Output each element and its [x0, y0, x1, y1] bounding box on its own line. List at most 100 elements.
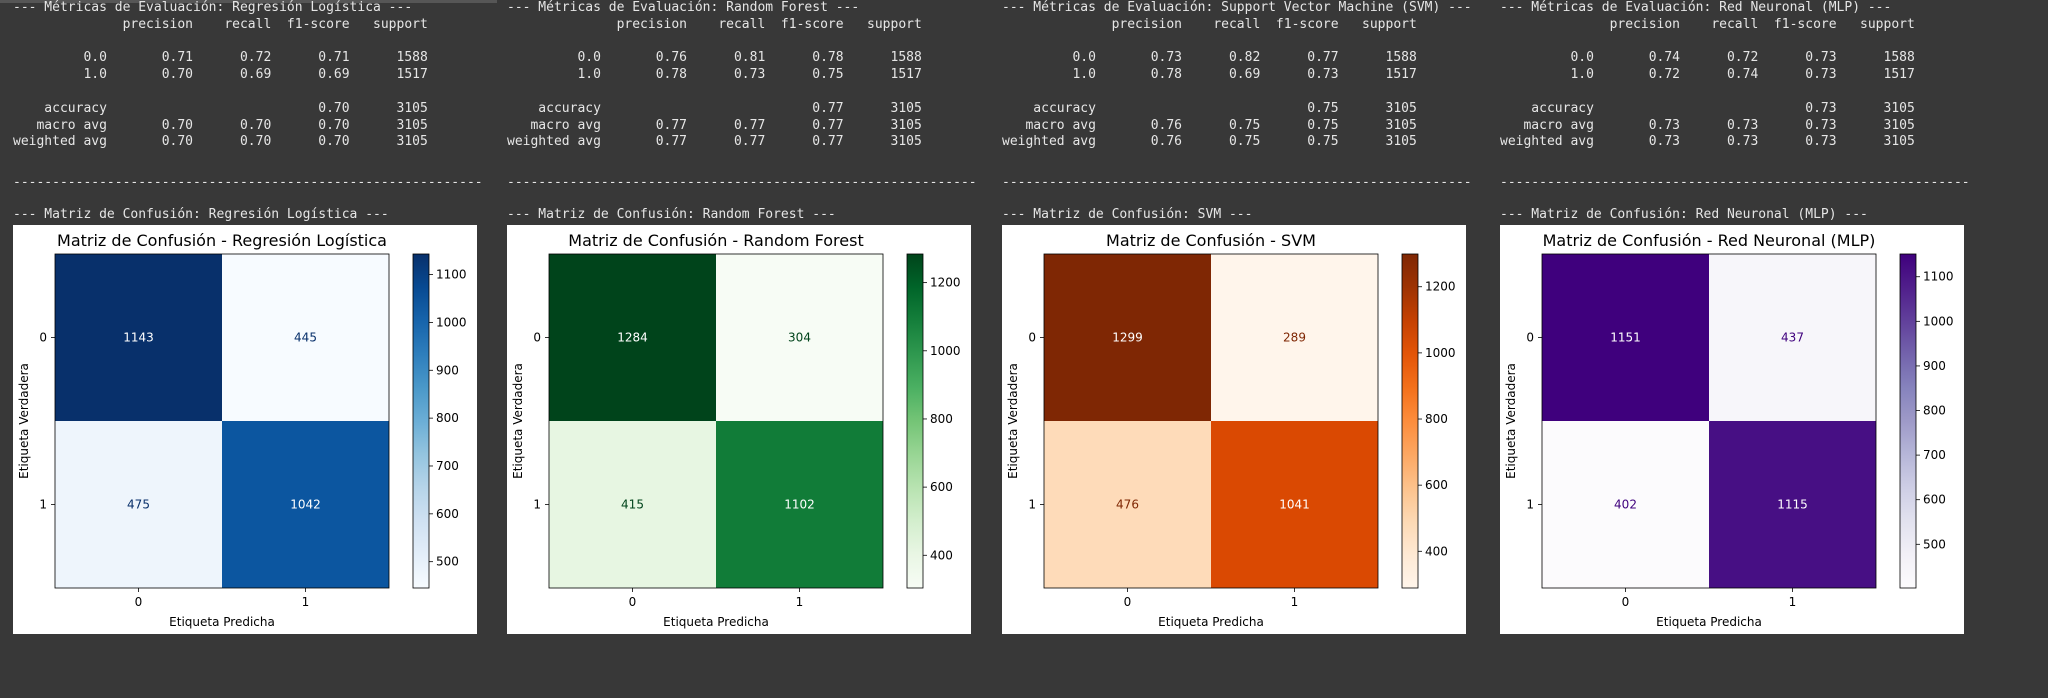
cell-value-label: 289 [1283, 331, 1306, 345]
cell-value-label: 437 [1781, 331, 1804, 345]
colorbar [906, 253, 924, 589]
axes-frame [54, 253, 390, 589]
y-tick-label: 1 [1526, 498, 1534, 512]
confusion-matrix-heatmap: Matriz de Confusión - Red Neuronal (MLP)… [1504, 231, 1954, 629]
x-axis-label: Etiqueta Predicha [1656, 615, 1762, 629]
heatmap-cell [1709, 254, 1876, 421]
confusion-matrix-header: --- Matriz de Confusión: Red Neuronal (M… [1500, 207, 1868, 222]
confusion-matrix-header: --- Matriz de Confusión: Random Forest -… [507, 207, 836, 222]
x-tick-label: 1 [1789, 595, 1797, 609]
confusion-matrix-figure: Matriz de Confusión - Red Neuronal (MLP)… [1500, 225, 1964, 634]
y-tick-label: 1 [533, 498, 541, 512]
heatmap-cell [1542, 254, 1709, 421]
colorbar-tick-label: 800 [1425, 412, 1448, 426]
axes-frame [1043, 253, 1379, 589]
y-tick-label: 1 [1028, 498, 1036, 512]
colorbar [1401, 253, 1419, 589]
classification-report-table: precision recall f1-score support 0.0 0.… [1002, 16, 1417, 150]
colorbar-tick-label: 1200 [1425, 280, 1456, 294]
axes-frame [1541, 253, 1877, 589]
colorbar-tick-label: 800 [436, 411, 459, 425]
cell-value-label: 475 [127, 498, 150, 512]
report-header: --- Métricas de Evaluación: Support Vect… [1002, 0, 1472, 15]
report-header: --- Métricas de Evaluación: Random Fores… [507, 0, 860, 15]
confusion-matrix-figure: Matriz de Confusión - SVM 1299 289 476 1041 0… [1002, 225, 1466, 634]
colorbar-tick-label: 1000 [930, 344, 961, 358]
colorbar-tick-label: 1100 [436, 268, 467, 282]
chart-title: Matriz de Confusión - SVM [1106, 231, 1316, 250]
colorbar-tick-label: 900 [436, 363, 459, 377]
cell-value-label: 1041 [1279, 498, 1310, 512]
x-tick-label: 0 [1622, 595, 1630, 609]
chart-title: Matriz de Confusión - Red Neuronal (MLP) [1543, 231, 1876, 250]
cell-value-label: 304 [788, 331, 811, 345]
heatmap-cell [549, 421, 716, 588]
colorbar-tick-label: 1100 [1923, 270, 1954, 284]
y-axis-label: Etiqueta Verdadera [511, 363, 525, 479]
report-header: --- Métricas de Evaluación: Red Neuronal… [1500, 0, 1892, 15]
heatmap-cell [1542, 421, 1709, 588]
model-output-logistic-regression: --- Métricas de Evaluación: Regresión Lo… [13, 0, 483, 634]
colorbar-tick-label: 1000 [436, 315, 467, 329]
colorbar-tick-label: 400 [1425, 544, 1448, 558]
x-tick-label: 0 [629, 595, 637, 609]
cell-value-label: 1042 [290, 498, 321, 512]
colorbar-tick-label: 1000 [1425, 346, 1456, 360]
report-header: --- Métricas de Evaluación: Regresión Lo… [13, 0, 413, 15]
heatmap-cell [1709, 421, 1876, 588]
heatmap-cell [716, 421, 883, 588]
x-tick-label: 0 [135, 595, 143, 609]
colorbar-tick-label: 800 [1923, 404, 1946, 418]
y-tick-label: 0 [533, 331, 541, 345]
classification-report-table: precision recall f1-score support 0.0 0.… [13, 16, 428, 150]
axes-frame [548, 253, 884, 589]
cell-value-label: 1143 [123, 331, 154, 345]
x-tick-label: 1 [1291, 595, 1299, 609]
separator-line: ----------------------------------------… [1500, 175, 1970, 190]
chart-title: Matriz de Confusión - Regresión Logístic… [57, 231, 387, 250]
cell-value-label: 445 [294, 331, 317, 345]
heatmap-cell [1211, 254, 1378, 421]
colorbar-tick-label: 1200 [930, 276, 961, 290]
cell-value-label: 476 [1116, 498, 1139, 512]
heatmap-cell [55, 421, 222, 588]
colorbar-tick-label: 1000 [1923, 314, 1954, 328]
x-tick-label: 1 [302, 595, 310, 609]
y-tick-label: 0 [1028, 331, 1036, 345]
cell-value-label: 1102 [784, 498, 815, 512]
heatmap-cell [222, 254, 389, 421]
colorbar-tick-label: 700 [1923, 448, 1946, 462]
x-axis-label: Etiqueta Predicha [169, 615, 275, 629]
output-cell-top-bar [0, 0, 497, 3]
cell-value-label: 1151 [1610, 331, 1641, 345]
y-tick-label: 1 [39, 498, 47, 512]
model-output-random-forest: --- Métricas de Evaluación: Random Fores… [507, 0, 977, 634]
heatmap-cell [1211, 421, 1378, 588]
separator-line: ----------------------------------------… [507, 175, 977, 190]
cell-value-label: 1284 [617, 331, 648, 345]
colorbar-tick-label: 500 [1923, 537, 1946, 551]
colorbar [1899, 253, 1917, 589]
cell-value-label: 415 [621, 498, 644, 512]
confusion-matrix-header: --- Matriz de Confusión: SVM --- [1002, 207, 1253, 222]
model-output-mlp: --- Métricas de Evaluación: Red Neuronal… [1500, 0, 1970, 634]
confusion-matrix-heatmap: Matriz de Confusión - Random Forest 1284 3… [511, 231, 961, 629]
colorbar-tick-label: 600 [1923, 493, 1946, 507]
chart-title: Matriz de Confusión - Random Forest [568, 231, 863, 250]
colorbar-tick-label: 600 [1425, 478, 1448, 492]
confusion-matrix-heatmap: Matriz de Confusión - SVM 1299 289 476 1041 0… [1006, 231, 1456, 629]
cell-value-label: 1115 [1777, 498, 1808, 512]
heatmap-cell [549, 254, 716, 421]
y-tick-label: 0 [39, 331, 47, 345]
x-axis-label: Etiqueta Predicha [663, 615, 769, 629]
x-tick-label: 1 [796, 595, 804, 609]
separator-line: ----------------------------------------… [13, 175, 483, 190]
separator-line: ----------------------------------------… [1002, 175, 1472, 190]
heatmap-cell [716, 254, 883, 421]
confusion-matrix-figure: Matriz de Confusión - Regresión Logístic… [13, 225, 477, 634]
y-axis-label: Etiqueta Verdadera [1504, 363, 1518, 479]
heatmap-cell [1044, 421, 1211, 588]
confusion-matrix-header: --- Matriz de Confusión: Regresión Logís… [13, 207, 389, 222]
classification-report-table: precision recall f1-score support 0.0 0.… [507, 16, 922, 150]
heatmap-cell [222, 421, 389, 588]
